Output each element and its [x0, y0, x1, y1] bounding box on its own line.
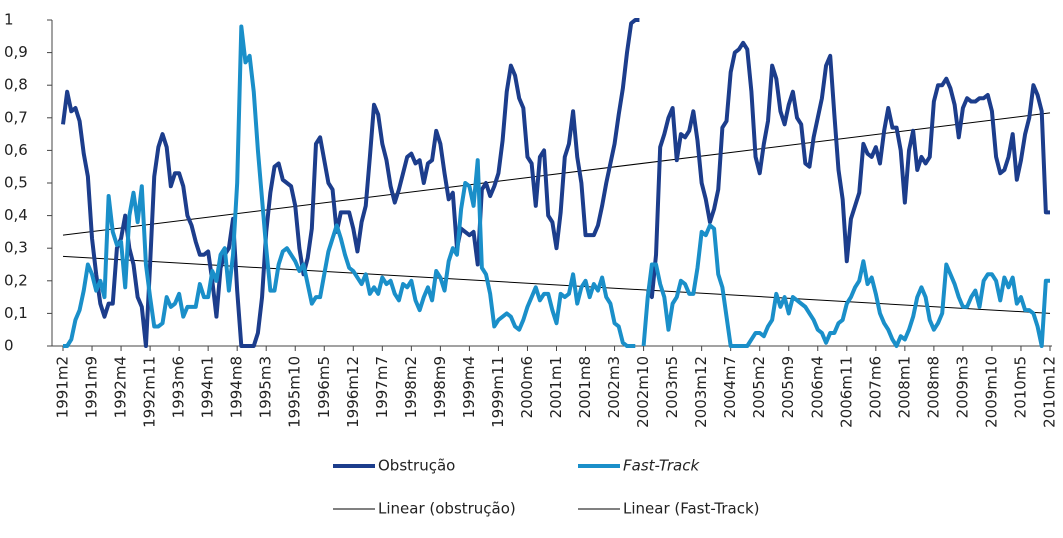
x-tick-label: 1996m5 [315, 356, 333, 418]
x-tick-label: 2007m6 [866, 356, 884, 418]
x-tick-label: 2008m1 [895, 356, 913, 418]
legend-label: Fast-Track [623, 457, 700, 475]
x-tick-label: 2009m10 [982, 356, 1000, 428]
y-tick-label: 0,7 [4, 108, 28, 126]
x-tick-label: 1992m4 [112, 356, 130, 418]
x-tick-label: 2002m3 [605, 356, 623, 418]
legend-label: Linear (obstrução) [378, 500, 516, 518]
x-tick-label: 2006m4 [808, 356, 826, 418]
x-tick-label: 1991m9 [83, 356, 101, 418]
x-tick-label: 2000m6 [518, 356, 536, 418]
x-tick-label: 1994m1 [199, 356, 217, 418]
x-tick-label: 2004m7 [721, 356, 739, 418]
series-line [61, 18, 1050, 348]
x-tick-label: 1992m11 [141, 356, 159, 428]
x-tick-label: 2003m12 [692, 356, 710, 428]
series-line [63, 24, 1050, 348]
x-tick-label: 2005m9 [779, 356, 797, 418]
x-tick-label: 2003m5 [663, 356, 681, 418]
x-tick-label: 1998m2 [402, 356, 420, 418]
x-tick-label: 2001m8 [576, 356, 594, 418]
x-tick-label: 1999m4 [460, 356, 478, 418]
x-tick-label: 2009m3 [953, 356, 971, 418]
y-tick-label: 0,5 [4, 174, 28, 192]
x-tick-label: 1996m12 [344, 356, 362, 428]
y-tick-label: 0,2 [4, 271, 28, 289]
y-tick-label: 1 [4, 11, 14, 29]
legend-label: Linear (Fast-Track) [623, 500, 760, 518]
y-tick-label: 0,9 [4, 43, 28, 61]
x-tick-label: 2008m8 [924, 356, 942, 418]
x-tick-label: 2010m5 [1011, 356, 1029, 418]
y-tick-label: 0,4 [4, 206, 28, 224]
x-tick-label: 1993m6 [170, 356, 188, 418]
x-tick-label: 2010m12 [1041, 356, 1059, 428]
x-tick-label: 2001m1 [547, 356, 565, 418]
x-tick-label: 1994m8 [228, 356, 246, 418]
x-tick-label: 1999m11 [489, 356, 507, 428]
y-tick-label: 0,6 [4, 141, 28, 159]
legend-label: Obstrução [378, 457, 455, 475]
x-tick-label: 1998m9 [431, 356, 449, 418]
x-tick-label: 1995m10 [286, 356, 304, 428]
x-tick-label: 1991m2 [54, 356, 72, 418]
y-tick-label: 0 [4, 337, 14, 355]
y-tick-label: 0,3 [4, 239, 28, 257]
x-tick-label: 1995m3 [257, 356, 275, 418]
x-tick-label: 2005m2 [750, 356, 768, 418]
y-tick-label: 0,1 [4, 304, 28, 322]
x-tick-label: 2006m11 [837, 356, 855, 428]
x-tick-label: 2002m10 [634, 356, 652, 428]
y-tick-label: 0,8 [4, 76, 28, 94]
x-tick-label: 1997m7 [373, 356, 391, 418]
